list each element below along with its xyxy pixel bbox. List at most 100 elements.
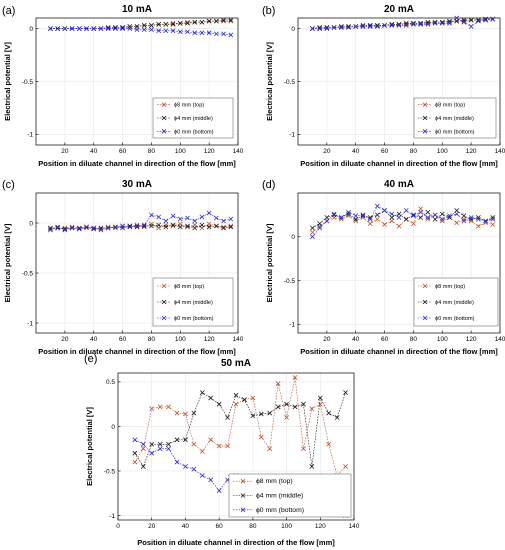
data-point-bottom	[140, 441, 146, 447]
data-point-top	[490, 222, 496, 227]
data-point-top	[403, 21, 409, 27]
data-point-middle	[192, 19, 198, 25]
data-point-bottom	[132, 437, 138, 443]
series-line-bottom	[312, 17, 493, 29]
data-point-top	[275, 381, 281, 387]
data-point-bottom	[490, 16, 496, 22]
data-point-bottom	[461, 218, 467, 224]
data-point-middle	[461, 17, 467, 23]
data-point-bottom	[396, 23, 402, 28]
y-axis-label: Electrical potential [V]	[3, 223, 12, 302]
data-point-bottom	[174, 459, 180, 465]
data-point-middle	[221, 17, 226, 23]
data-point-top	[98, 226, 104, 232]
data-point-middle	[447, 18, 452, 24]
x-tick-label: 40	[90, 148, 98, 155]
data-point-middle	[156, 21, 162, 27]
data-point-middle	[331, 212, 337, 218]
data-point-middle	[338, 24, 344, 29]
y-tick-label: -0.5	[284, 79, 296, 86]
data-point-top	[208, 437, 214, 443]
data-point-bottom	[163, 218, 169, 224]
data-point-bottom	[411, 213, 416, 219]
data-point-middle	[177, 224, 183, 230]
legend-marker-top	[422, 102, 428, 107]
data-point-top	[225, 443, 230, 449]
data-point-bottom	[183, 464, 188, 469]
data-point-bottom	[475, 216, 481, 222]
series-line-top	[312, 18, 493, 29]
data-point-middle	[374, 23, 380, 28]
data-point-top	[367, 221, 373, 227]
data-point-middle	[389, 215, 395, 220]
y-axis-label: Electrical potential [V]	[265, 223, 274, 302]
legend: ϕ8 mm (top) ϕ4 mm (middle) ϕ0 mm (bottom)	[413, 277, 499, 327]
data-point-bottom	[112, 26, 118, 31]
legend-marker-top	[422, 283, 428, 289]
data-point-top	[389, 218, 395, 224]
data-point-bottom	[447, 20, 452, 26]
data-point-bottom	[324, 218, 330, 224]
data-point-top	[317, 401, 323, 407]
data-point-bottom	[221, 218, 226, 224]
legend-box	[228, 473, 352, 518]
data-point-bottom	[191, 466, 197, 472]
data-point-middle	[185, 20, 190, 26]
x-tick-label: 120	[466, 148, 477, 155]
data-point-middle	[225, 415, 230, 420]
data-point-middle	[206, 224, 212, 230]
x-tick-label: 40	[352, 336, 360, 343]
data-point-top	[461, 18, 467, 24]
x-tick-label: 140	[233, 148, 244, 155]
data-point-middle	[185, 223, 190, 229]
y-tick-label: -0.5	[22, 270, 34, 277]
x-tick-label: 140	[495, 336, 505, 343]
data-point-middle	[183, 437, 188, 443]
data-point-top	[292, 375, 298, 380]
legend-label-middle: ϕ4 mm (middle)	[256, 493, 303, 500]
plot-frame	[35, 192, 239, 334]
data-point-top	[454, 220, 460, 226]
y-tick-label: 0	[111, 424, 115, 431]
data-point-bottom	[48, 26, 53, 31]
x-tick-label: 100	[281, 523, 292, 530]
data-point-bottom	[425, 21, 431, 27]
data-point-bottom	[310, 234, 315, 240]
x-tick-label: 20	[148, 523, 156, 530]
x-tick-label: 20	[323, 336, 331, 343]
data-point-middle	[439, 19, 445, 25]
data-point-bottom	[134, 223, 140, 229]
series-line-middle	[50, 19, 231, 29]
data-point-middle	[468, 216, 474, 222]
legend-marker-bottom	[422, 129, 428, 134]
data-point-middle	[91, 226, 97, 232]
legend-label-bottom: ϕ0 mm (bottom)	[435, 129, 475, 135]
data-point-bottom	[324, 26, 330, 31]
data-point-top	[475, 223, 481, 229]
x-tick-label: 140	[495, 148, 505, 155]
legend-label-middle: ϕ4 mm (middle)	[174, 116, 213, 122]
series-top	[48, 18, 234, 31]
panel-letter: (a)	[2, 5, 15, 17]
data-point-middle	[166, 441, 171, 447]
data-point-bottom	[163, 28, 169, 34]
data-point-middle	[396, 211, 402, 217]
data-point-top	[353, 218, 359, 224]
data-point-middle	[490, 215, 496, 220]
data-point-bottom	[127, 26, 133, 31]
data-point-top	[132, 459, 138, 465]
data-point-bottom	[432, 20, 438, 26]
data-point-middle	[132, 450, 138, 456]
x-tick-label: 100	[175, 148, 186, 155]
data-point-bottom	[338, 215, 344, 220]
data-point-bottom	[221, 31, 226, 37]
data-point-middle	[105, 25, 111, 30]
chart-title: 20 mA	[384, 4, 414, 15]
x-tick-label: 100	[437, 336, 448, 343]
plot-frame	[117, 372, 355, 521]
data-point-bottom	[170, 28, 176, 34]
data-point-bottom	[432, 212, 438, 218]
y-tick-label: 0	[291, 26, 295, 33]
data-point-bottom	[76, 226, 82, 232]
data-point-bottom	[382, 208, 387, 213]
